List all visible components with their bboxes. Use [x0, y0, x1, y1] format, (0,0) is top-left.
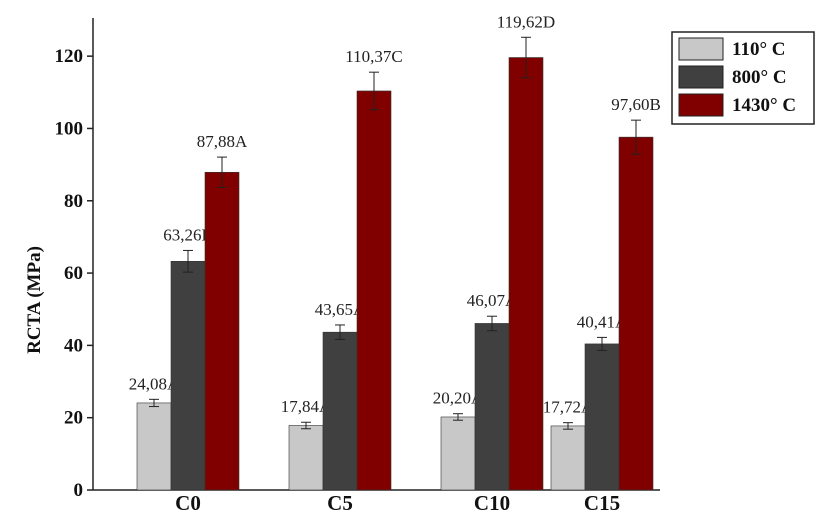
bar-c0-1	[170, 260, 206, 491]
x-category-label: C5	[327, 491, 353, 512]
data-label: 119,62D	[497, 12, 555, 31]
bar-c0-0	[136, 402, 172, 491]
bar-c15-0	[550, 425, 586, 491]
y-axis-title: RCTA (MPa)	[24, 246, 45, 354]
y-tick-label: 40	[64, 335, 83, 356]
legend-swatch	[678, 37, 724, 61]
bar-c0-2	[204, 171, 240, 491]
y-tick-label: 80	[64, 191, 83, 212]
y-tick-label: 60	[64, 263, 83, 284]
legend: 110° C 800° C 1430° C	[671, 31, 815, 125]
bar-c10-2	[508, 57, 544, 491]
y-tick-label: 0	[74, 480, 84, 501]
bar-c5-0	[288, 425, 324, 491]
x-category-label: C10	[474, 491, 510, 512]
data-label: 110,37C	[345, 47, 402, 66]
data-label: 63,26B	[163, 225, 213, 244]
bar-c5-2	[356, 90, 392, 491]
x-category-label: C0	[175, 491, 201, 512]
data-label: 17,84A	[281, 397, 332, 416]
bar-c10-0	[440, 416, 476, 491]
legend-label: 800° C	[732, 67, 787, 88]
data-label: 87,88A	[197, 132, 248, 151]
bar-c5-1	[322, 331, 358, 491]
data-label: 24,08A	[129, 374, 180, 393]
legend-swatch	[678, 93, 724, 117]
legend-swatch	[678, 65, 724, 89]
x-category-label: C15	[584, 491, 620, 512]
legend-label: 110° C	[732, 39, 786, 60]
bar-c15-2	[618, 136, 654, 491]
bar-c10-1	[474, 323, 510, 491]
data-label: 20,20A	[433, 389, 484, 408]
data-label: 97,60B	[611, 95, 661, 114]
data-label: 17,72A	[543, 398, 594, 417]
y-tick-label: 100	[55, 118, 84, 139]
bar-c15-1	[584, 343, 620, 491]
y-tick-label: 120	[55, 46, 84, 67]
legend-label: 1430° C	[732, 95, 796, 116]
data-label: 40,41A	[577, 312, 628, 331]
data-label: 46,07A	[467, 291, 518, 310]
y-tick-label: 20	[64, 408, 83, 429]
data-label: 43,65A	[315, 300, 366, 319]
